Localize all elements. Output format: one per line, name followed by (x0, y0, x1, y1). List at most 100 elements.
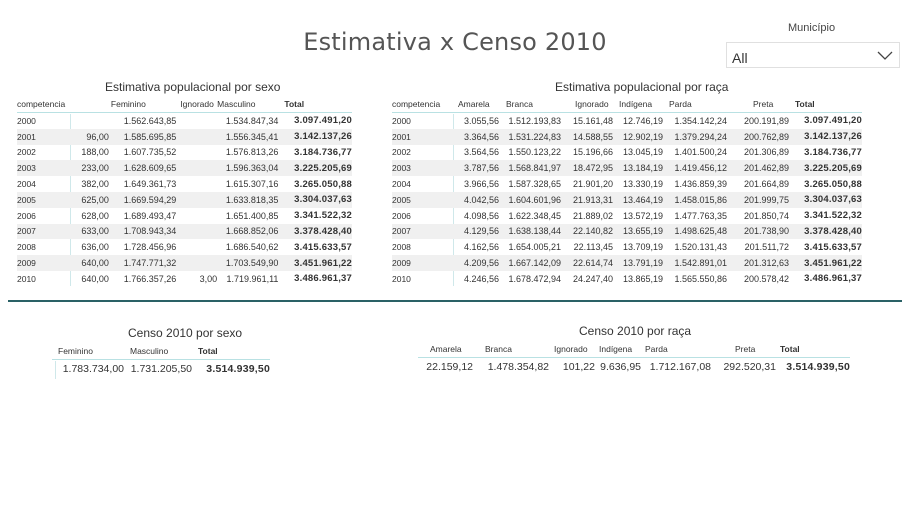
column-header[interactable]: Ignorado (549, 340, 595, 358)
table-row: 2004 3.966,56 1.587.328,65 21.901,20 13.330,… (392, 176, 862, 192)
column-header[interactable] (68, 95, 109, 113)
table-cell: 12.746,19 (622, 115, 663, 126)
table-cell: 201.511,72 (744, 242, 789, 253)
total-cell: 3.225.205,69 (278, 160, 352, 177)
column-header[interactable]: Total (278, 95, 352, 113)
competencia-cell: 2007 (392, 223, 454, 240)
table-cell: 625,00 (68, 191, 109, 208)
table-cell: 201.738,90 (727, 223, 789, 240)
table-row: 22.159,12 1.478.354,82 101,22 9.636,95 1… (418, 358, 850, 377)
table-cell (68, 113, 109, 129)
column-header[interactable]: Masculino (217, 95, 279, 113)
column-header[interactable]: Indígena (595, 340, 641, 358)
column-header[interactable]: Total (776, 340, 850, 358)
municipio-dropdown[interactable]: All (726, 42, 900, 68)
competencia-cell: 2006 (392, 210, 411, 221)
table-cell: 3,00 (199, 273, 218, 284)
table-cell: 96,00 (68, 128, 109, 145)
total-cell: 3.265.050,88 (804, 178, 862, 190)
column-header[interactable]: Total (789, 95, 862, 113)
column-header[interactable]: Total (192, 342, 270, 360)
column-header[interactable]: Indígena (613, 95, 663, 113)
table-header-row: Amarela Branca Ignorado Indígena Parda P… (418, 340, 850, 358)
table-row: 2002 3.564,56 1.550.123,22 15.196,66 13.045,… (392, 145, 862, 161)
table-cell: 13.330,19 (622, 179, 663, 190)
column-header[interactable]: Amarela (418, 340, 473, 358)
page-title: Estimativa x Censo 2010 (303, 28, 607, 56)
table-cell: 15.161,48 (572, 115, 613, 126)
table-cell (176, 113, 217, 129)
total-cell: 3.142.137,26 (278, 128, 352, 145)
table-cell: 1.766.357,26 (123, 273, 177, 284)
table-cell: 13.045,19 (622, 147, 663, 158)
table-cell: 4.042,56 (454, 191, 499, 208)
table-cell: 1.638.138,44 (499, 223, 561, 240)
table-cell: 1.667.142,09 (499, 255, 561, 271)
column-header[interactable]: competencia (392, 95, 454, 113)
table-cell: 22.159,12 (426, 361, 473, 373)
table-header-row: competencia Feminino Ignorado Masculino … (17, 95, 352, 113)
competencia-cell: 2008 (392, 242, 411, 253)
table-cell: 1.458.015,86 (663, 191, 727, 208)
competencia-cell: 2005 (392, 191, 454, 208)
raca-censo-table: Amarela Branca Ignorado Indígena Parda P… (418, 340, 850, 376)
total-cell: 3.184.736,77 (294, 146, 352, 158)
column-header[interactable]: Ignorado (176, 95, 218, 113)
table-row: 2001 3.364,56 1.531.224,83 14.588,55 12.902,… (392, 128, 862, 145)
sexo-estimativa-title: Estimativa populacional por sexo (105, 80, 281, 94)
competencia-cell: 2010 (17, 273, 36, 284)
table-cell: 13.572,19 (622, 210, 663, 221)
total-cell: 3.451.961,22 (789, 255, 862, 271)
column-header[interactable]: Feminino (52, 342, 124, 360)
total-cell: 3.184.736,77 (804, 146, 862, 158)
raca-estimativa-table: competencia Amarela Branca Ignorado Indí… (392, 95, 862, 287)
column-header[interactable]: Branca (499, 95, 561, 113)
table-row: 2001 96,00 1.585.695,85 1.556.345,41 3.142.1… (17, 128, 352, 145)
table-cell: 628,00 (81, 210, 109, 221)
table-cell: 200.762,89 (727, 128, 789, 145)
column-header[interactable]: Parda (663, 95, 727, 113)
table-cell: 1.531.224,83 (499, 128, 561, 145)
table-cell: 13.709,19 (622, 242, 663, 253)
competencia-cell: 2009 (392, 255, 454, 271)
competencia-cell: 2004 (17, 179, 36, 190)
table-cell: 1.587.328,65 (508, 179, 561, 190)
table-cell: 1.596.363,04 (217, 160, 279, 177)
column-header[interactable]: Masculino (124, 342, 192, 360)
table-cell: 15.196,66 (572, 147, 613, 158)
table-cell: 1.712.167,08 (649, 361, 711, 373)
table-row: 2000 1.562.643,85 1.534.847,34 3.097.491,20 (17, 113, 352, 129)
table-cell: 382,00 (81, 179, 109, 190)
total-cell: 3.415.633,57 (804, 241, 862, 253)
table-cell: 1.512.193,83 (508, 115, 561, 126)
competencia-cell: 2006 (17, 210, 36, 221)
column-header[interactable]: Preta (727, 95, 789, 113)
table-cell: 292.520,31 (723, 361, 776, 373)
table-cell (176, 145, 217, 161)
table-row: 2010 4.246,56 1.678.472,94 24.247,40 13.865,… (392, 271, 862, 287)
table-cell: 3.055,56 (463, 115, 499, 126)
table-cell: 21.913,31 (561, 191, 613, 208)
total-cell: 3.097.491,20 (804, 115, 862, 127)
table-cell: 1.703.549,90 (217, 255, 279, 271)
table-cell: 1.477.763,35 (674, 210, 727, 221)
table-row: 2003 3.787,56 1.568.841,97 18.472,95 13.184,… (392, 160, 862, 177)
competencia-cell: 2002 (392, 147, 411, 158)
column-header[interactable]: Preta (711, 340, 776, 358)
competencia-cell: 2010 (392, 273, 411, 284)
table-cell: 1.542.891,01 (663, 255, 727, 271)
table-row: 2000 3.055,56 1.512.193,83 15.161,48 12.746,… (392, 113, 862, 129)
column-header[interactable]: Ignorado (561, 95, 613, 113)
table-cell: 1.556.345,41 (217, 128, 279, 145)
column-header[interactable]: Branca (473, 340, 549, 358)
raca-estimativa-title: Estimativa populacional por raça (555, 80, 729, 94)
total-cell: 3.341.522,32 (294, 210, 352, 222)
table-cell: 1.651.400,85 (225, 210, 279, 221)
total-cell: 3.304.037,63 (789, 191, 862, 208)
column-header[interactable]: competencia (17, 95, 69, 113)
column-header[interactable]: Amarela (454, 95, 499, 113)
table-cell: 1.585.695,85 (108, 128, 177, 145)
column-header[interactable]: Parda (641, 340, 711, 358)
table-cell: 13.655,19 (613, 223, 663, 240)
column-header[interactable]: Feminino (108, 95, 177, 113)
